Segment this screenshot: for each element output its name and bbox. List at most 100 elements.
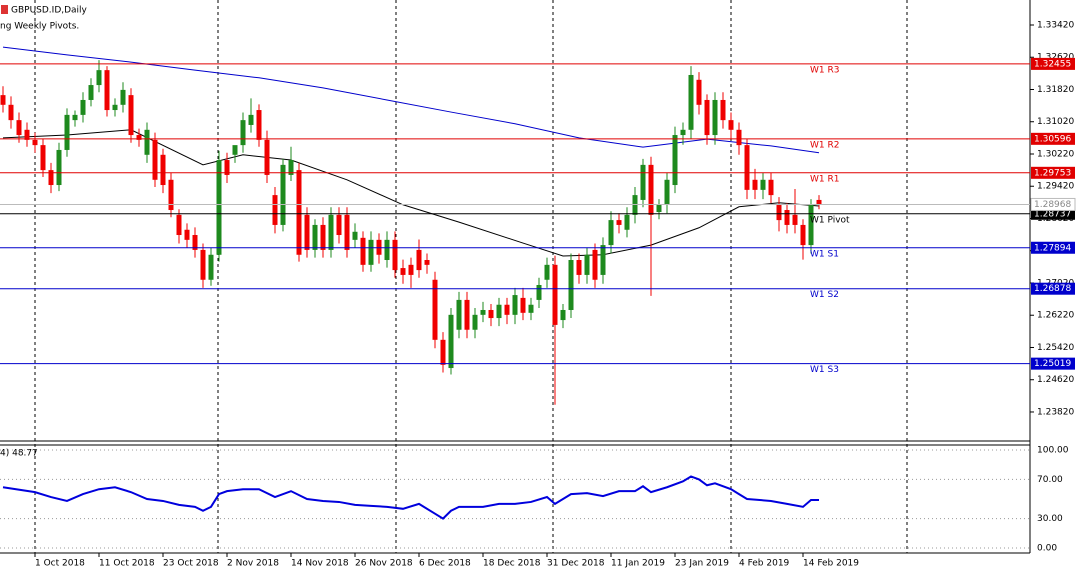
x-tick-label: 14 Nov 2018 [291, 559, 349, 569]
candle-body [8, 104, 14, 121]
rsi-line [2, 475, 819, 520]
candle-body [688, 74, 694, 130]
candle-body [552, 264, 558, 325]
candle-body [808, 204, 814, 246]
y-tick-label: 1.25420 [1037, 343, 1074, 353]
price-box [1030, 197, 1076, 211]
price-box-label: 1.32455 [1034, 59, 1071, 69]
candle-body [104, 70, 110, 111]
candle-body [176, 214, 182, 236]
last-price-label: 1.28968 [1034, 200, 1071, 210]
candle-body [296, 170, 302, 255]
candle-body [800, 224, 806, 246]
x-tick-label: 2 Nov 2018 [227, 559, 279, 569]
y-tick-label: 1.30220 [1037, 149, 1074, 159]
candle-body [640, 164, 646, 200]
candle-body [432, 279, 438, 340]
candle-body [56, 149, 62, 186]
candle-body [0, 95, 6, 105]
candle-body [200, 249, 206, 280]
x-tick-label: 6 Dec 2018 [419, 559, 471, 569]
candle-body [88, 85, 94, 100]
candle-body [328, 214, 334, 250]
candle-body [448, 314, 454, 369]
price-box-label: 1.26878 [1034, 284, 1071, 294]
candle-body [400, 268, 406, 275]
x-tick-label: 11 Jan 2019 [611, 559, 665, 569]
candle-body [792, 214, 798, 225]
pivot-label: W1 S3 [810, 365, 839, 375]
moving-average [2, 129, 820, 257]
candle-body [16, 120, 22, 136]
candle-body [680, 129, 686, 136]
candle-body [184, 229, 190, 240]
candle-body [704, 99, 710, 136]
candle-body [48, 170, 54, 186]
candle-body [136, 135, 142, 140]
candle-body [64, 114, 70, 150]
candle-body [240, 120, 246, 146]
x-tick-label: 23 Jan 2019 [675, 559, 729, 569]
candle-body [312, 224, 318, 250]
candle-body [456, 299, 462, 330]
y-tick-label: 70.00 [1037, 475, 1063, 485]
price-box-label: 1.27894 [1034, 243, 1071, 253]
candle-body [120, 89, 126, 105]
candle-body [712, 99, 718, 136]
candle-body [736, 129, 742, 146]
candle-body [248, 114, 254, 125]
candle-body [192, 235, 198, 250]
candle-body [648, 164, 654, 215]
candle-body [392, 239, 398, 271]
x-tick-label: 31 Dec 2018 [547, 559, 605, 569]
candle-body [488, 309, 494, 319]
candle-body [496, 304, 502, 319]
candle-body [368, 239, 374, 265]
candle-body [144, 129, 150, 155]
candle-body [152, 139, 158, 180]
price-box-label: 1.29753 [1034, 168, 1071, 178]
y-tick-label: 1.32620 [1037, 53, 1074, 63]
pivot-label: W1 R2 [810, 140, 839, 150]
price-box-label: 1.30596 [1034, 134, 1071, 144]
candle-body [344, 214, 350, 250]
candle-body [32, 139, 38, 146]
candle-body [384, 239, 390, 261]
y-tick-label: 1.24620 [1037, 375, 1074, 385]
candle-body [656, 204, 662, 213]
y-tick-label: 30.00 [1037, 514, 1063, 524]
candle-body [96, 70, 102, 86]
candle-body [80, 99, 86, 115]
candle-body [664, 179, 670, 205]
candle-body [168, 179, 174, 211]
y-tick-label: 1.23820 [1037, 407, 1074, 417]
price-box [1031, 57, 1075, 70]
price-box [1031, 132, 1075, 145]
candle-body [720, 99, 726, 121]
candle-body [624, 214, 630, 230]
pivot-label: W1 S2 [810, 290, 839, 300]
x-tick-label: 14 Feb 2019 [803, 559, 859, 569]
candle-body [416, 249, 422, 271]
candle-body [352, 231, 358, 240]
candle-body [288, 160, 294, 175]
price-box-label: 1.25019 [1034, 359, 1071, 369]
candle-body [696, 79, 702, 105]
candle-body [544, 264, 550, 280]
candle-body [272, 195, 278, 225]
pivot-label: W1 S1 [810, 249, 839, 259]
candle-body [608, 220, 614, 246]
candle-body [768, 179, 774, 196]
candle-body [256, 110, 262, 140]
candle-body [752, 179, 758, 190]
x-tick-label: 23 Oct 2018 [163, 559, 219, 569]
indicator-name: ng Weekly Pivots. [0, 22, 79, 32]
candle-body [336, 214, 342, 236]
candle-body [616, 220, 622, 225]
candle-body [128, 95, 134, 136]
candle-body [728, 120, 734, 130]
pivot-label: W1 R3 [810, 65, 839, 75]
candle-body [320, 224, 326, 250]
y-tick-label: 1.31820 [1037, 85, 1074, 95]
